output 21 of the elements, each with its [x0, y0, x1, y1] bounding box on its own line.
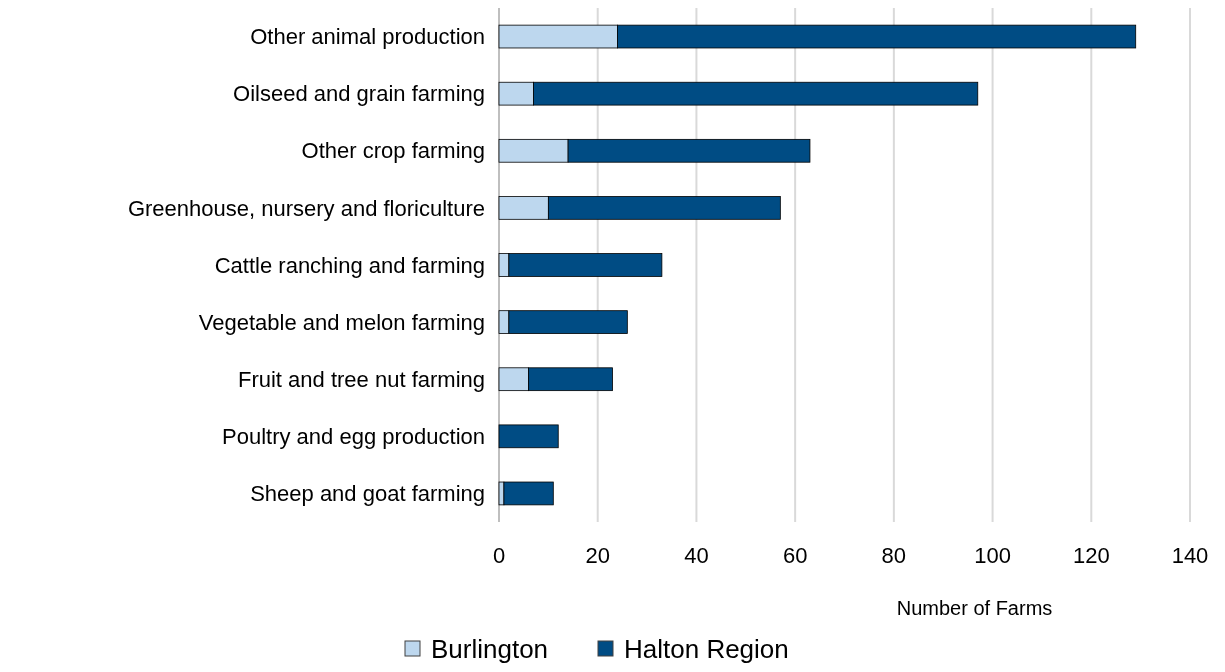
x-tick-label: 100 — [974, 542, 1011, 568]
y-tick-label: Other animal production — [250, 24, 485, 50]
bar — [498, 424, 559, 449]
y-tick-label: Cattle ranching and farming — [214, 252, 485, 278]
y-tick-label: Vegetable and melon farming — [198, 309, 485, 335]
x-tick-label: 80 — [881, 542, 907, 568]
x-axis-title: Number of Farms — [896, 597, 1053, 619]
x-tick-label: 40 — [684, 542, 709, 568]
legend-label: Halton Region — [624, 634, 789, 665]
x-tick-label: 140 — [1171, 542, 1209, 568]
y-tick-label: Other crop farming — [301, 138, 485, 164]
y-tick-label: Greenhouse, nursery and floriculture — [127, 195, 485, 221]
x-tick-label: 0 — [492, 542, 506, 568]
y-tick-label: Poultry and egg production — [222, 424, 485, 450]
y-tick-label: Fruit and tree nut farming — [237, 366, 485, 392]
y-tick-label: Oilseed and grain farming — [233, 81, 485, 107]
x-tick-label: 120 — [1072, 542, 1110, 568]
y-tick-label: Sheep and goat farming — [250, 481, 485, 507]
x-tick-label: 20 — [585, 542, 610, 568]
x-tick-label: 60 — [782, 542, 808, 568]
legend-label: Burlington — [431, 634, 549, 665]
